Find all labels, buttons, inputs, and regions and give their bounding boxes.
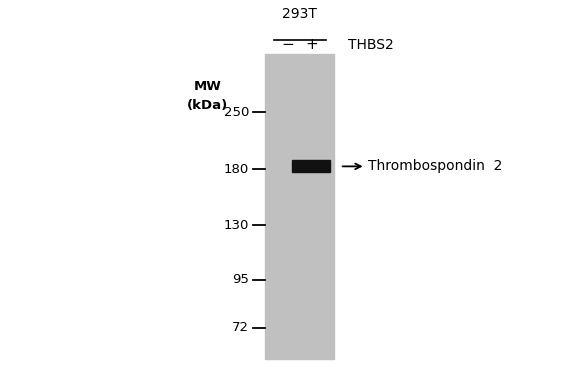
Text: −: −: [282, 37, 294, 53]
Text: 293T: 293T: [282, 7, 317, 21]
Text: 130: 130: [223, 219, 249, 232]
Text: +: +: [305, 37, 318, 53]
Text: 95: 95: [232, 273, 249, 286]
Text: 72: 72: [232, 321, 249, 334]
Bar: [265, 54, 334, 359]
Text: MW: MW: [194, 80, 222, 93]
Text: THBS2: THBS2: [349, 39, 394, 53]
Text: Thrombospondin  2: Thrombospondin 2: [368, 160, 503, 174]
Text: (kDa): (kDa): [187, 99, 229, 112]
Bar: [292, 161, 330, 172]
Text: 180: 180: [224, 163, 249, 176]
Text: 250: 250: [223, 106, 249, 119]
